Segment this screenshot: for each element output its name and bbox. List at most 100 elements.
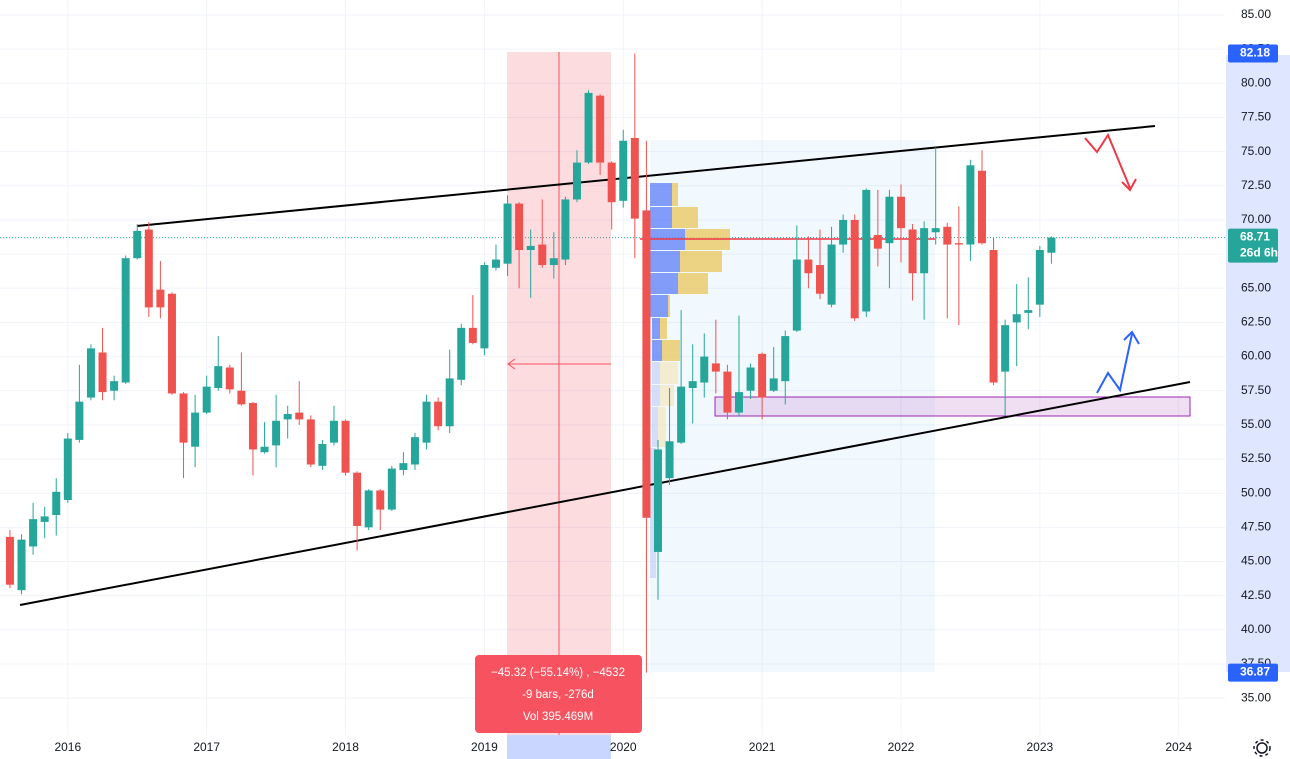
low-price-tag: 36.87 bbox=[1240, 665, 1270, 679]
candle-body bbox=[815, 265, 824, 294]
x-tick-label: 2018 bbox=[332, 740, 359, 754]
x-tick-label: 2016 bbox=[54, 740, 81, 754]
x-tick-label: 2022 bbox=[888, 740, 915, 754]
candle-body bbox=[1024, 310, 1033, 313]
last-price-tag: 68.71 bbox=[1240, 230, 1270, 244]
candle-body bbox=[272, 420, 281, 446]
candle-body bbox=[873, 234, 882, 249]
candle-body bbox=[191, 412, 200, 447]
candle-body bbox=[318, 444, 327, 466]
bar-countdown: 26d 6h bbox=[1240, 246, 1278, 260]
y-tick-label: 42.50 bbox=[1241, 588, 1271, 602]
candle-body bbox=[202, 386, 211, 413]
candle-body bbox=[1047, 237, 1056, 253]
candle-body bbox=[306, 419, 315, 465]
bearish-arrow bbox=[1084, 132, 1131, 189]
candle-body bbox=[1001, 325, 1010, 372]
candle-body bbox=[850, 219, 859, 319]
candle-body bbox=[584, 92, 593, 163]
axis-labels: 35.0037.5040.0042.5045.0047.5050.0052.50… bbox=[54, 7, 1271, 754]
candle-body bbox=[781, 336, 790, 382]
settings-icon[interactable] bbox=[1253, 739, 1271, 757]
candle-body bbox=[248, 403, 257, 450]
y-tick-label: 70.00 bbox=[1241, 212, 1271, 226]
candle-body bbox=[422, 401, 431, 443]
candle-body bbox=[52, 491, 61, 516]
candle-body bbox=[86, 348, 95, 398]
candle-body bbox=[896, 196, 905, 229]
high-price-tag: 82.18 bbox=[1240, 46, 1270, 60]
candle-body bbox=[214, 366, 223, 388]
candle-body bbox=[711, 363, 720, 372]
candle-body bbox=[538, 244, 547, 266]
candle-body bbox=[677, 386, 686, 443]
y-tick-label: 75.00 bbox=[1241, 144, 1271, 158]
y-tick-label: 55.00 bbox=[1241, 417, 1271, 431]
candle-body bbox=[653, 449, 662, 552]
candle-body bbox=[619, 140, 628, 201]
candle-body bbox=[144, 229, 153, 308]
candle-body bbox=[5, 536, 14, 585]
bearish-arrowhead bbox=[1121, 178, 1137, 192]
candle-body bbox=[29, 519, 38, 547]
y-tick-label: 45.00 bbox=[1241, 554, 1271, 568]
y-tick-label: 65.00 bbox=[1241, 280, 1271, 294]
last-price-tag-bg bbox=[1228, 228, 1278, 263]
candle-body bbox=[665, 441, 674, 479]
price-axis-range bbox=[1226, 55, 1290, 672]
candle-body bbox=[515, 203, 524, 251]
candle-body bbox=[572, 162, 581, 200]
candle-body bbox=[931, 228, 940, 233]
candle-body bbox=[17, 539, 26, 591]
measure-volume: Vol 395.469M bbox=[523, 711, 593, 723]
y-tick-label: 85.00 bbox=[1241, 7, 1271, 21]
candle-body bbox=[839, 219, 848, 245]
grid bbox=[0, 0, 1225, 735]
candles bbox=[5, 53, 1056, 673]
y-tick-label: 80.00 bbox=[1241, 76, 1271, 90]
y-tick-label: 60.00 bbox=[1241, 349, 1271, 363]
candle-body bbox=[167, 293, 176, 394]
price-tags: 82.18 36.87 68.71 26d 6h bbox=[1228, 44, 1278, 682]
candle-body bbox=[283, 413, 292, 420]
candle-body bbox=[977, 170, 986, 244]
candle-body bbox=[121, 258, 130, 383]
candle-body bbox=[468, 327, 477, 343]
candle-body bbox=[387, 468, 396, 510]
x-tick-label: 2020 bbox=[610, 740, 637, 754]
candle-body bbox=[329, 420, 338, 443]
candle-body bbox=[133, 230, 142, 259]
candle-body bbox=[596, 95, 605, 163]
candle-body bbox=[410, 437, 419, 465]
candle-body bbox=[295, 412, 304, 420]
candle-body bbox=[40, 516, 49, 522]
candle-body bbox=[700, 356, 709, 383]
candle-body bbox=[734, 392, 743, 413]
candle-body bbox=[885, 196, 894, 244]
candle-body bbox=[549, 258, 558, 266]
bullish-arrowhead bbox=[1123, 330, 1140, 345]
candle-body bbox=[445, 378, 454, 427]
candle-body bbox=[862, 189, 871, 312]
y-tick-label: 52.50 bbox=[1241, 451, 1271, 465]
candle-body bbox=[156, 289, 165, 308]
y-tick-label: 40.00 bbox=[1241, 622, 1271, 636]
candle-body bbox=[827, 244, 836, 305]
y-tick-label: 47.50 bbox=[1241, 520, 1271, 534]
candle-body bbox=[1012, 314, 1021, 323]
candle-body bbox=[399, 463, 408, 470]
y-tick-label: 77.50 bbox=[1241, 110, 1271, 124]
candle-body bbox=[688, 381, 697, 388]
y-tick-label: 50.00 bbox=[1241, 485, 1271, 499]
x-tick-label: 2019 bbox=[471, 740, 498, 754]
candle-body bbox=[630, 137, 639, 219]
time-axis bbox=[0, 735, 1226, 759]
candle-body bbox=[353, 472, 362, 526]
range-arrowhead bbox=[507, 358, 516, 370]
x-tick-label: 2017 bbox=[193, 740, 220, 754]
candle-body bbox=[769, 378, 778, 391]
candle-body bbox=[364, 490, 373, 528]
candle-body bbox=[434, 401, 443, 427]
time-axis-range bbox=[507, 735, 611, 759]
